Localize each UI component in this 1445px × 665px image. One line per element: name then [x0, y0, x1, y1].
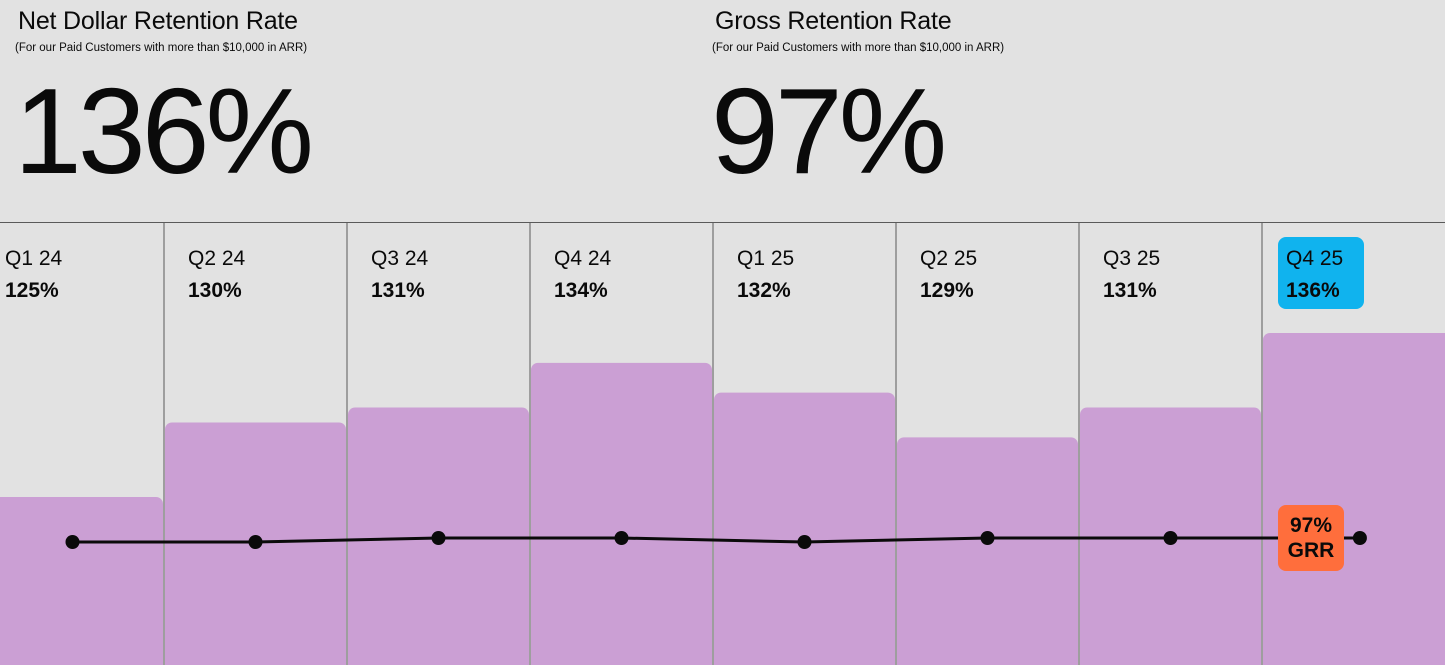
- bar: [714, 392, 895, 665]
- ndr-value: 136%: [14, 63, 314, 199]
- bar: [0, 497, 163, 665]
- line-point: [980, 531, 995, 545]
- chart-top-divider: [0, 222, 1445, 223]
- tick-label: Q3 25: [1103, 247, 1160, 270]
- data-label: 136%: [1286, 279, 1340, 302]
- bar: [897, 437, 1078, 665]
- tick-label: Q4 24: [554, 247, 612, 270]
- grr-line: [72, 536, 1360, 544]
- grr-badge-label: GRR: [1288, 539, 1335, 562]
- tick-label: Q1 25: [737, 247, 794, 270]
- bar: [1263, 333, 1445, 665]
- tick-label: Q2 25: [920, 247, 977, 270]
- ndr-title: Net Dollar Retention Rate: [18, 7, 298, 35]
- ndr-subtitle: (For our Paid Customers with more than $…: [15, 42, 308, 54]
- data-label: 131%: [371, 279, 425, 302]
- data-label: 125%: [5, 279, 59, 302]
- bar: [531, 362, 712, 665]
- tick-label: Q2 24: [188, 247, 246, 270]
- grr-kpi: Gross Retention Rate (For our Paid Custo…: [711, 0, 1005, 193]
- line-point: [1163, 531, 1178, 545]
- data-label: 131%: [1103, 279, 1157, 302]
- data-label: 134%: [554, 279, 608, 302]
- line-point: [797, 535, 812, 549]
- tick-label: Q1 24: [5, 247, 63, 270]
- tick-label: Q3 24: [371, 247, 429, 270]
- data-label: 130%: [188, 279, 242, 302]
- highlight-badge: [1278, 237, 1364, 309]
- data-label: 132%: [737, 279, 791, 302]
- line-point: [614, 531, 629, 545]
- grr-title: Gross Retention Rate: [715, 7, 952, 35]
- grr-badge: [1278, 505, 1344, 571]
- ndr-kpi: Net Dollar Retention Rate (For our Paid …: [14, 0, 314, 193]
- line-point: [431, 531, 446, 545]
- line-point: [65, 535, 80, 549]
- line-point: [248, 535, 263, 549]
- tick-label: Q4 25: [1286, 247, 1343, 270]
- grr-value: 97%: [711, 63, 947, 199]
- grr-subtitle: (For our Paid Customers with more than $…: [712, 42, 1005, 54]
- grr-badge-value: 97%: [1290, 514, 1332, 537]
- data-label: 129%: [920, 279, 974, 302]
- line-point: [1352, 531, 1367, 545]
